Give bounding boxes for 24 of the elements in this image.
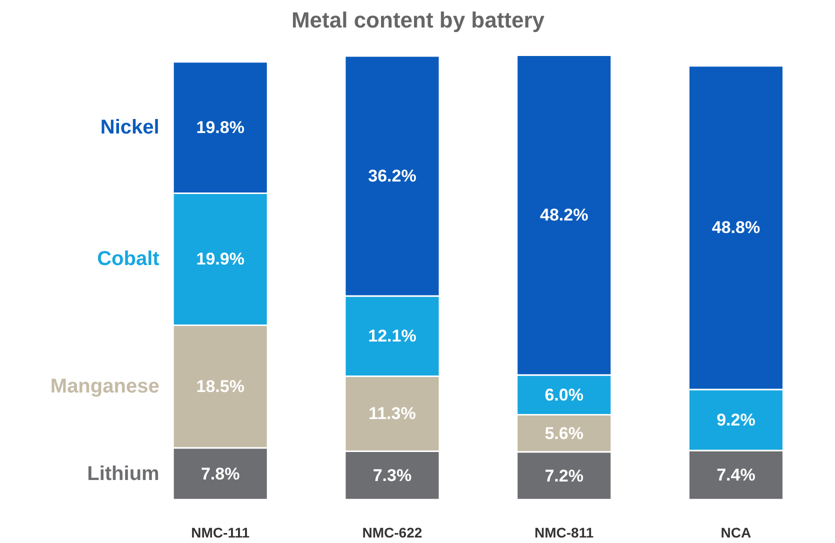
data-label: 9.2%	[716, 410, 756, 430]
data-label: 36.2%	[368, 166, 416, 186]
series-label: Manganese	[50, 376, 160, 398]
data-label: 19.9%	[196, 250, 244, 269]
data-label: 7.8%	[200, 464, 240, 484]
data-label: 11.3%	[368, 404, 416, 424]
data-label: 7.2%	[544, 466, 584, 486]
data-label: 48.2%	[540, 206, 588, 225]
series-label: Lithium	[87, 462, 160, 485]
data-label: 7.4%	[716, 466, 756, 485]
x-tick-label: NMC-622	[362, 524, 422, 540]
data-label: 7.3%	[372, 466, 412, 485]
x-tick-label: NMC-111	[191, 524, 250, 540]
data-label: 12.1%	[368, 326, 416, 346]
data-label: 19.8%	[196, 118, 244, 138]
data-label: 5.6%	[544, 424, 584, 443]
data-label: 6.0%	[544, 385, 584, 404]
x-tick-label: NCA	[720, 524, 752, 540]
series-label: Nickel	[100, 116, 160, 139]
series-label: Cobalt	[97, 248, 160, 270]
data-label: 18.5%	[196, 377, 244, 396]
data-label: 48.8%	[712, 218, 760, 238]
x-tick-label: NMC-811	[534, 524, 594, 540]
chart-title: Metal content by battery	[291, 8, 546, 32]
